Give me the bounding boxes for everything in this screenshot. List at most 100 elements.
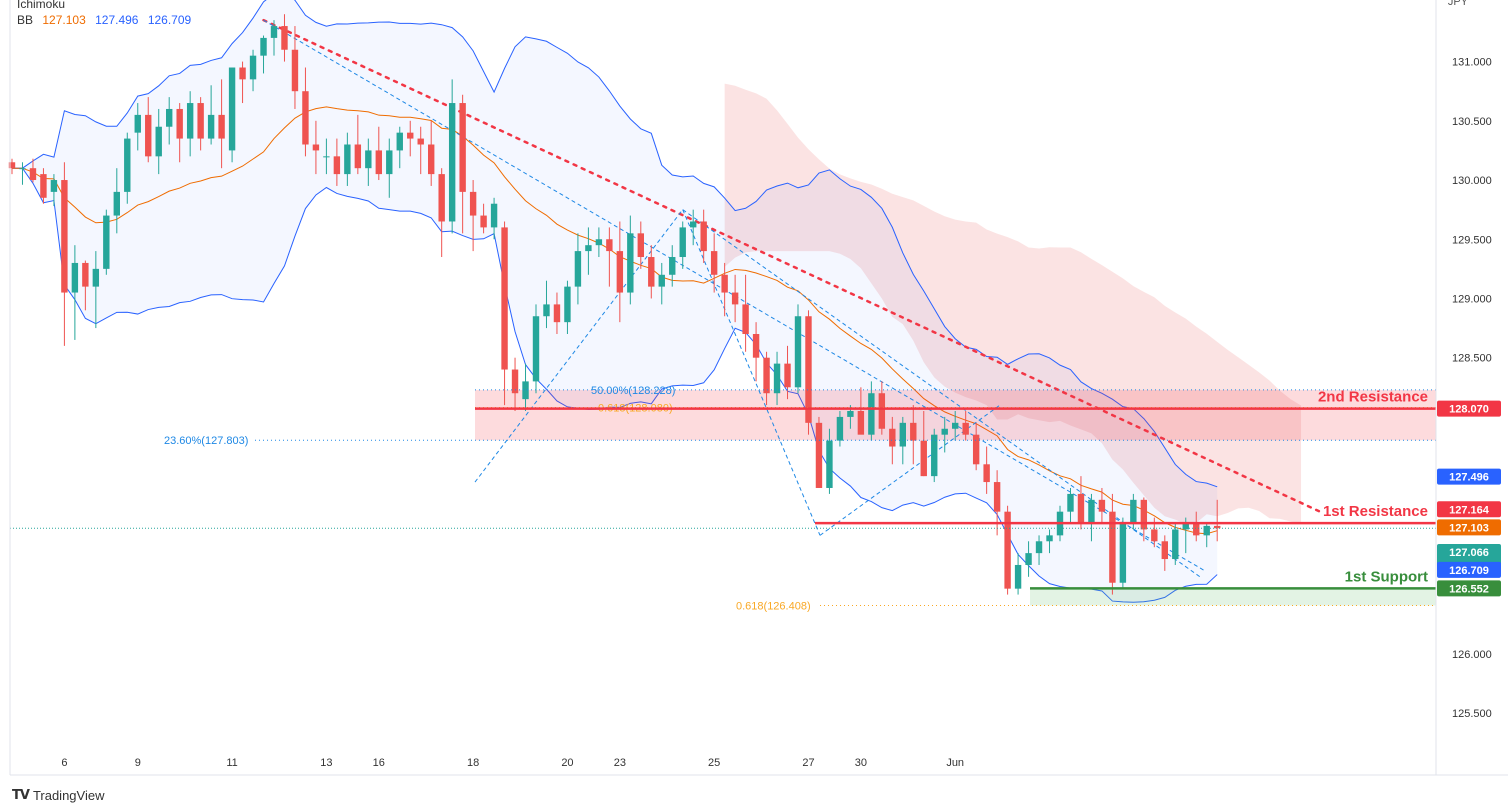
candle-body bbox=[29, 168, 37, 181]
indicator-bb-legend[interactable]: BB 127.103 127.496 126.709 bbox=[17, 13, 197, 27]
candle-body bbox=[910, 422, 917, 441]
candle-body bbox=[92, 268, 100, 287]
indicator-ichimoku-label[interactable]: Ichimoku bbox=[17, 0, 65, 11]
candle-body bbox=[1140, 499, 1148, 530]
candle-body bbox=[847, 410, 854, 417]
fib-leg-1 bbox=[474, 209, 684, 483]
candle-body bbox=[532, 316, 540, 382]
time-tick-label: 6 bbox=[61, 757, 67, 769]
candle-body bbox=[365, 150, 372, 169]
candle-body bbox=[962, 422, 969, 435]
candle-body bbox=[574, 251, 582, 287]
price-tick-label: 131.000 bbox=[1452, 57, 1492, 69]
candle-body bbox=[82, 262, 89, 287]
candle-body bbox=[1130, 499, 1137, 524]
candle-body bbox=[407, 132, 414, 139]
candle-body bbox=[773, 363, 781, 394]
downtrend-line bbox=[262, 18, 1322, 513]
candle-body bbox=[176, 108, 183, 139]
bollinger-bands bbox=[12, 0, 1218, 603]
candle-body bbox=[1109, 511, 1116, 583]
candle-body bbox=[1077, 493, 1085, 524]
candle-body bbox=[679, 227, 686, 258]
candle-body bbox=[186, 103, 194, 139]
candle-body bbox=[239, 67, 246, 80]
price-tag-box bbox=[1437, 580, 1501, 597]
candle-body bbox=[952, 422, 959, 429]
candle-body bbox=[197, 103, 204, 139]
time-tick-label: 30 bbox=[855, 757, 867, 769]
candle-body bbox=[564, 286, 571, 323]
candle-body bbox=[386, 150, 393, 175]
price-tag-box bbox=[1437, 519, 1501, 536]
time-tick-label: 11 bbox=[226, 757, 237, 769]
level-name: 1st Resistance bbox=[1323, 503, 1428, 520]
level-name: 1st Support bbox=[1345, 568, 1428, 585]
candle-body bbox=[312, 144, 320, 151]
time-tick-label: 27 bbox=[802, 757, 814, 769]
axes: 125.500 126.000 128.500 129.000 129.500 130.0… bbox=[9, 0, 1508, 776]
tradingview-logo[interactable]: 𝗧𝗩 TradingView bbox=[12, 787, 104, 803]
candle-body bbox=[61, 180, 68, 293]
candle-body bbox=[972, 434, 980, 465]
candle-body bbox=[249, 55, 257, 80]
candle-body bbox=[794, 316, 802, 388]
candle-body bbox=[648, 257, 655, 287]
candle-body bbox=[826, 440, 833, 488]
candle-body bbox=[260, 37, 267, 56]
candle-body bbox=[1119, 523, 1127, 583]
candle-body bbox=[71, 262, 79, 293]
candle-body bbox=[993, 482, 1001, 512]
candle-body bbox=[669, 257, 676, 275]
candle-body bbox=[889, 428, 896, 447]
candle-body bbox=[1203, 525, 1210, 536]
currency-label: JPY bbox=[1447, 0, 1468, 8]
price-tick-label: 129.000 bbox=[1452, 293, 1492, 305]
candle-body bbox=[710, 251, 718, 275]
candle-body bbox=[763, 357, 770, 394]
candle-body bbox=[731, 292, 739, 305]
candle-body bbox=[166, 108, 173, 127]
tradingview-logo-icon: 𝗧𝗩 bbox=[12, 787, 30, 802]
price-tag-label: 127.103 bbox=[1449, 522, 1489, 534]
price-tick-label: 126.000 bbox=[1452, 649, 1492, 661]
candle-body bbox=[522, 381, 529, 400]
candle-body bbox=[627, 233, 634, 293]
ichimoku-cloud bbox=[724, 83, 1302, 525]
candle-body bbox=[113, 191, 120, 216]
candle-body bbox=[742, 304, 749, 335]
candle-body bbox=[878, 393, 886, 429]
price-tag-label: 126.709 bbox=[1449, 565, 1489, 577]
bb-basis-value: 127.103 bbox=[42, 13, 86, 27]
candle-body bbox=[1067, 493, 1074, 512]
candle-body bbox=[1088, 499, 1095, 524]
candle-body bbox=[438, 174, 445, 222]
candle-body bbox=[543, 304, 550, 317]
tradingview-wordmark: TradingView bbox=[32, 787, 105, 803]
candle-body bbox=[155, 126, 162, 157]
candle-body bbox=[501, 227, 508, 370]
candle-body bbox=[857, 410, 865, 435]
candle-body bbox=[1172, 529, 1179, 560]
support-zone-1 bbox=[1030, 588, 1436, 606]
candle-body bbox=[511, 369, 519, 394]
candle-body bbox=[302, 91, 309, 145]
bb-upper-value: 127.496 bbox=[95, 13, 139, 27]
candle-body bbox=[1046, 535, 1053, 542]
price-tag-box bbox=[1437, 501, 1501, 518]
candle-body bbox=[1151, 529, 1158, 542]
candle-body bbox=[228, 67, 236, 151]
cloud-bearish bbox=[724, 83, 1302, 525]
candle-body bbox=[616, 251, 624, 293]
candle-body bbox=[1214, 525, 1221, 529]
candle-body bbox=[270, 26, 278, 38]
candle-body bbox=[333, 156, 341, 175]
candle-body bbox=[553, 304, 561, 323]
time-tick-label: 20 bbox=[561, 757, 573, 769]
time-tick-label: Jun bbox=[946, 757, 964, 769]
levels: 50.00%(128.228)0.618(128.080)23.60%(127.… bbox=[10, 385, 1436, 612]
price-tick-label: 125.500 bbox=[1452, 708, 1492, 720]
time-tick-label: 25 bbox=[708, 757, 720, 769]
candle-body bbox=[1193, 523, 1200, 536]
